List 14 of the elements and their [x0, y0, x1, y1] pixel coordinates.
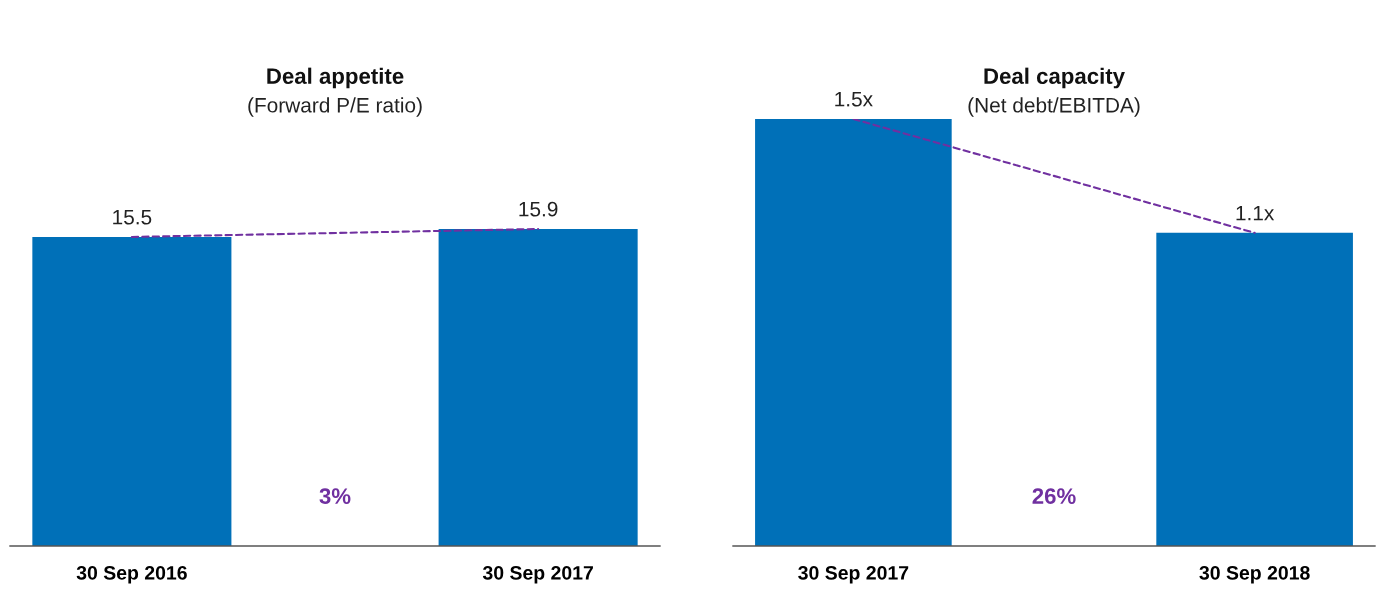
- chart-subtitle: (Forward P/E ratio): [248, 97, 422, 117]
- data-label: 1.5x: [835, 92, 873, 107]
- x-tick-label: 30 Sep 2017: [798, 565, 909, 584]
- x-tick-label: 30 Sep 2016: [76, 565, 187, 584]
- data-label: 15.5: [113, 209, 152, 225]
- chart-title: Deal appetite: [267, 67, 404, 89]
- x-tick-label: 30 Sep 2018: [1199, 565, 1310, 584]
- chart-subtitle: (Net debt/EBITDA): [968, 97, 1140, 117]
- annotation: 3%: [319, 488, 351, 504]
- chart-title: Deal capacity: [984, 67, 1125, 89]
- data-label: 1.1x: [1236, 205, 1275, 221]
- annotation: 26%: [1032, 488, 1076, 504]
- x-tick-label: 30 Sep 2017: [482, 565, 593, 584]
- data-label: 15.9: [519, 201, 558, 217]
